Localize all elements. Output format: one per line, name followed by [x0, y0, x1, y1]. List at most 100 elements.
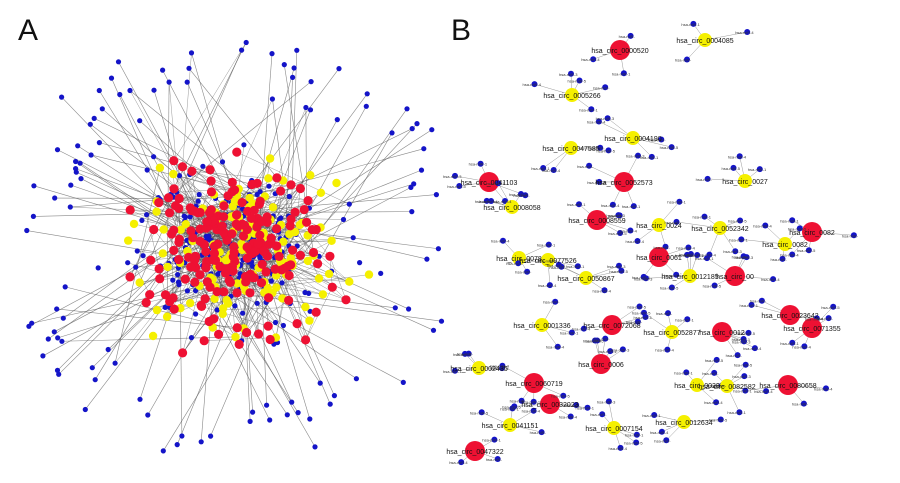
hub-circrna-node	[213, 239, 223, 249]
circrna-label: hsa_circ_0052877	[643, 330, 700, 337]
mirna-label-fragment: hsa-miR-5	[728, 219, 747, 224]
hub-circrna-node	[222, 235, 232, 245]
mirna-node	[424, 256, 430, 262]
hub-circrna-node	[214, 329, 224, 339]
mirna-label-fragment: hsa-miR-1	[500, 406, 519, 411]
hub-circrna-node	[178, 348, 188, 358]
hub-circrna-node	[188, 233, 198, 243]
mirna-label-fragment: hsa-miR-	[656, 311, 673, 316]
hub-circrna-node	[227, 177, 237, 187]
mirna-node	[389, 130, 395, 136]
hub-circrna-node	[232, 147, 242, 157]
mirna-label-fragment: hsa-miR-1	[674, 370, 693, 375]
mirna-node	[67, 204, 73, 210]
hub-circrna-node	[272, 241, 282, 251]
hub-circrna-node	[256, 278, 267, 288]
mirna-node	[279, 280, 285, 286]
mirna-node	[188, 335, 195, 341]
hub-circrna-node	[232, 323, 242, 333]
hub-circrna-node	[154, 198, 164, 208]
hub-circrna-node	[212, 287, 222, 297]
edge	[281, 123, 418, 271]
circrna-node	[268, 203, 278, 212]
mirna-node	[267, 417, 273, 423]
hub-circrna-node	[195, 270, 205, 280]
hub-circrna-node	[266, 233, 276, 243]
mirna-label-fragment: hsa-miR-5	[624, 441, 643, 446]
mirna-node	[82, 406, 88, 413]
mirna-node	[87, 121, 93, 127]
network-b-labels: hsa-miR-hsa-miR-1 hsa-miR-4 hsa_circ_00005…	[443, 22, 859, 465]
mirna-label-fragment: hsa-miR-5	[568, 79, 587, 84]
circrna-node	[233, 279, 242, 288]
mirna-label-fragment: hsa-miR-4	[593, 288, 612, 293]
mirna-label-fragment: hsa-miR-4	[735, 30, 754, 35]
mirna-label-fragment: hsa-miR-3	[732, 374, 751, 379]
circrna-node	[152, 207, 161, 216]
mirna-node	[294, 47, 300, 53]
mirna-node	[99, 106, 105, 112]
circrna-label: hsa_circ_0007154	[585, 426, 642, 433]
hub-circrna-node	[292, 319, 302, 329]
circrna-node	[129, 219, 139, 229]
mirna-node	[353, 376, 359, 382]
mirna-label-fragment: hsa-miR-	[696, 177, 713, 182]
mirna-node	[284, 412, 290, 418]
circrna-node	[327, 236, 336, 245]
hub-circrna-node	[276, 186, 286, 196]
hub-circrna-node	[295, 250, 305, 260]
edge	[168, 82, 180, 199]
hub-circrna-node	[195, 236, 205, 246]
mirna-node	[77, 160, 83, 166]
hub-circrna-node	[202, 217, 212, 227]
mirna-node	[186, 65, 192, 71]
hub-circrna-node	[171, 201, 181, 211]
edge	[149, 281, 195, 295]
mirna-node	[250, 409, 256, 415]
mirna-label-fragment: hsa-miR-4	[449, 460, 468, 465]
mirna-node	[364, 91, 370, 97]
circrna-label: hsa_circ_0005266	[543, 93, 600, 100]
hub-circrna-node	[263, 321, 273, 331]
mirna-node	[195, 198, 201, 204]
mirna-node	[175, 272, 181, 278]
hub-circrna-node	[163, 193, 174, 203]
edge	[168, 81, 312, 198]
hub-circrna-node	[308, 247, 319, 258]
mirna-node	[438, 318, 445, 324]
circrna-label: hsa_circ_0050867	[557, 276, 614, 283]
mirna-label-fragment: hsa-miR-4	[704, 400, 723, 405]
mirna-label-fragment: hsa-miR-4	[453, 352, 472, 357]
hub-circrna-node	[257, 259, 267, 269]
edge	[114, 309, 158, 364]
hub-circrna-node	[165, 208, 175, 218]
hub-circrna-node	[245, 288, 255, 298]
mirna-node	[145, 412, 151, 418]
circrna-node	[152, 305, 162, 315]
hub-circrna-node	[327, 282, 337, 292]
circrna-label: hsa_circ_0004190	[604, 136, 661, 143]
mirna-label-fragment: hsa-miR-1	[634, 315, 653, 320]
mirna-node	[31, 183, 37, 189]
hub-circrna-node	[247, 179, 257, 190]
circrna-label: hsa_circ_0000520	[591, 48, 648, 55]
mirna-node	[59, 338, 65, 344]
mirna-label-fragment: hsa-miR-4	[761, 277, 780, 282]
mirna-node	[133, 264, 139, 270]
mirna-label-fragment: hsa-miR-4	[491, 239, 510, 244]
mirna-label-fragment: hsa-miR-5	[551, 394, 570, 399]
mirna-node	[160, 448, 166, 454]
hub-circrna-node	[169, 304, 179, 314]
circrna-label: hsa_circ_0027	[722, 179, 768, 186]
mirna-node	[409, 209, 415, 215]
edge	[272, 292, 396, 309]
mirna-node	[306, 290, 312, 296]
hub-circrna-node	[234, 339, 244, 349]
hub-circrna-node	[225, 277, 235, 287]
mirna-label-fragment: hsa-miR-4	[676, 246, 695, 251]
hub-circrna-node	[242, 327, 252, 338]
hub-circrna-node	[311, 307, 321, 317]
mirna-label-fragment: hsa-miR-5	[734, 363, 753, 368]
hub-circrna-node	[284, 295, 294, 305]
circrna-node	[264, 174, 273, 183]
